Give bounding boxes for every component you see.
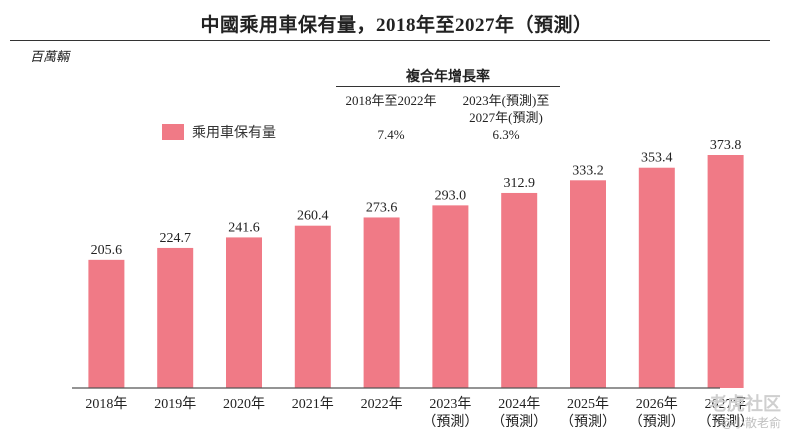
bar-2023年 — [432, 205, 469, 388]
legend-swatch — [162, 124, 184, 140]
cagr-rate: 6.3% — [492, 127, 520, 142]
chart-title: 中國乘用車保有量，2018年至2027年（預測） — [200, 15, 593, 36]
data-label: 373.8 — [710, 138, 742, 153]
bar-2022年 — [363, 217, 400, 388]
bar-2026年 — [638, 167, 675, 388]
x-tick-label: 2019年 — [154, 396, 196, 412]
bar-2024年 — [501, 192, 538, 388]
bar-2019年 — [157, 247, 194, 388]
bar-2018年 — [88, 259, 125, 388]
x-tick-note: （預測） — [629, 414, 685, 430]
x-tick-label: 2022年 — [361, 396, 403, 412]
bar-2025年 — [570, 180, 606, 388]
x-tick-label: 2026年 — [636, 396, 678, 412]
cagr-rate: 7.4% — [377, 127, 405, 142]
watermark-logo-text: 老虎社区 — [709, 394, 781, 415]
data-label: 241.6 — [228, 220, 260, 235]
x-tick-label: 2021年 — [292, 396, 334, 412]
bar-2021年 — [294, 225, 331, 388]
x-tick-label: 2024年 — [498, 396, 540, 412]
data-label: 260.4 — [297, 209, 329, 224]
x-tick-note: （預測） — [560, 414, 616, 430]
cagr-column-2018-2022: 2018年至2022年 7.4% — [336, 92, 446, 142]
watermark-author: @小散老俞 — [720, 416, 781, 430]
data-label: 273.6 — [366, 200, 398, 215]
x-tick-label: 2020年 — [223, 396, 265, 412]
data-label: 312.9 — [503, 176, 535, 191]
title-divider — [10, 40, 770, 41]
data-label: 333.2 — [572, 163, 604, 178]
legend: 乘用車保有量 — [162, 122, 276, 142]
data-label: 353.4 — [641, 151, 673, 166]
cagr-divider — [336, 86, 560, 87]
data-label: 205.6 — [91, 243, 123, 258]
cagr-period: 2018年至2022年 — [345, 93, 437, 108]
x-tick-label: 2018年 — [85, 396, 127, 412]
bar-2020年 — [226, 237, 262, 388]
x-tick-note: （預測） — [698, 414, 754, 430]
cagr-column-2023-2027: 2023年(預測)至 2027年(預測) 6.3% — [450, 92, 562, 142]
x-tick-note: （預測） — [491, 414, 547, 430]
data-label: 224.7 — [159, 231, 191, 246]
x-tick-label: 2025年 — [567, 396, 609, 412]
bar-2027年 — [707, 155, 744, 388]
data-label: 293.0 — [435, 188, 467, 203]
x-tick-note: （預測） — [422, 414, 478, 430]
x-tick-label: 2023年 — [429, 396, 471, 412]
legend-label: 乘用車保有量 — [192, 125, 276, 141]
x-tick-label: 2027年 — [705, 396, 747, 412]
watermark: 老虎社区 @小散老俞 — [709, 396, 781, 432]
cagr-heading: 複合年增長率 — [406, 70, 490, 85]
cagr-period: 2023年(預測)至 2027年(預測) — [462, 93, 550, 125]
unit-label: 百萬輛 — [30, 49, 70, 64]
